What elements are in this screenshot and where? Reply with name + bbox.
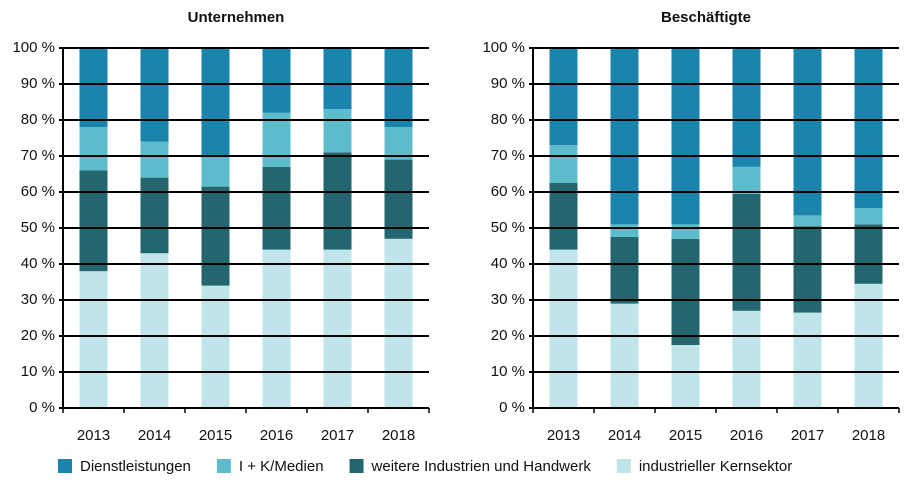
y-tick-label: 30 %: [21, 291, 55, 308]
x-tick-label: 2015: [199, 427, 232, 444]
x-tick-label: 2015: [669, 427, 702, 444]
y-tick-label: 70 %: [491, 147, 525, 164]
y-tick-label: 50 %: [21, 219, 55, 236]
bar-segment: [610, 303, 639, 408]
x-tick-label: 2014: [608, 427, 641, 444]
bar-segment: [793, 215, 822, 227]
y-tick-label: 0 %: [499, 399, 525, 416]
bar-segment: [732, 48, 761, 167]
y-tick-label: 100 %: [12, 39, 55, 56]
legend-label: I + K/Medien: [239, 458, 324, 475]
bar-segment: [140, 177, 169, 254]
y-tick-label: 80 %: [21, 111, 55, 128]
bar-segment: [732, 310, 761, 408]
bar-segment: [384, 127, 413, 160]
chart-title: Beschäftigte: [661, 9, 751, 26]
bar-segment: [610, 224, 639, 237]
bar-segment: [671, 224, 700, 239]
bar-segment: [201, 186, 230, 286]
bar-segment: [671, 48, 700, 225]
y-tick-label: 50 %: [491, 219, 525, 236]
bar-segment: [854, 208, 883, 225]
y-tick-label: 0 %: [29, 399, 55, 416]
bar-segment: [384, 159, 413, 239]
y-tick-label: 90 %: [491, 75, 525, 92]
bar-segment: [549, 48, 578, 146]
bar-segment: [732, 166, 761, 194]
bar-segment: [610, 48, 639, 225]
chart-title: Unternehmen: [188, 9, 285, 26]
y-tick-label: 20 %: [491, 327, 525, 344]
bar-segment: [140, 48, 169, 142]
bar-segment: [79, 271, 108, 408]
legend-label: Dienstleistungen: [80, 458, 191, 475]
bar-segment: [201, 156, 230, 187]
x-tick-label: 2017: [321, 427, 354, 444]
bar-segment: [79, 127, 108, 171]
bar-segment: [140, 141, 169, 178]
y-tick-label: 60 %: [21, 183, 55, 200]
legend-swatch: [616, 459, 631, 473]
bar-segment: [793, 312, 822, 408]
legend-swatch: [349, 459, 364, 473]
y-tick-label: 90 %: [21, 75, 55, 92]
bar-segment: [201, 48, 230, 156]
bar-segment: [854, 224, 883, 284]
x-tick-label: 2013: [77, 427, 110, 444]
bar-segment: [140, 253, 169, 408]
y-tick-label: 100 %: [482, 39, 525, 56]
x-tick-label: 2013: [547, 427, 580, 444]
bar-segment: [549, 183, 578, 250]
x-tick-label: 2018: [852, 427, 885, 444]
bar-segment: [201, 285, 230, 408]
y-tick-label: 60 %: [491, 183, 525, 200]
x-tick-label: 2016: [260, 427, 293, 444]
bar-segment: [262, 249, 291, 408]
y-tick-label: 20 %: [21, 327, 55, 344]
bar-segment: [384, 48, 413, 128]
y-tick-label: 40 %: [21, 255, 55, 272]
legend-swatch: [216, 459, 231, 473]
y-tick-label: 30 %: [491, 291, 525, 308]
legend-swatch: [58, 459, 72, 473]
x-tick-label: 2017: [791, 427, 824, 444]
y-tick-label: 10 %: [491, 363, 525, 380]
y-tick-label: 70 %: [21, 147, 55, 164]
x-tick-label: 2018: [382, 427, 415, 444]
x-tick-label: 2014: [138, 427, 171, 444]
y-tick-label: 80 %: [491, 111, 525, 128]
bar-segment: [854, 283, 883, 408]
bar-segment: [262, 166, 291, 250]
bar-segment: [384, 238, 413, 408]
bar-segment: [323, 249, 352, 408]
bar-segment: [549, 145, 578, 183]
bar-segment: [793, 48, 822, 216]
bar-segment: [323, 109, 352, 153]
legend-label: weitere Industrien und Handwerk: [371, 458, 592, 475]
bar-segment: [671, 345, 700, 408]
legend-label: industrieller Kernsektor: [639, 458, 792, 475]
bar-segment: [323, 48, 352, 110]
bar-segment: [854, 48, 883, 209]
bar-segment: [323, 152, 352, 250]
y-tick-label: 10 %: [21, 363, 55, 380]
y-tick-label: 40 %: [491, 255, 525, 272]
bar-segment: [549, 249, 578, 408]
bar-segment: [262, 112, 291, 167]
bar-segment: [79, 170, 108, 272]
bar-segment: [610, 237, 639, 304]
bar-segment: [793, 226, 822, 313]
bar-segment: [732, 193, 761, 311]
bar-segment: [262, 48, 291, 113]
bar-segment: [671, 238, 700, 345]
x-tick-label: 2016: [730, 427, 763, 444]
bar-segment: [79, 48, 108, 128]
